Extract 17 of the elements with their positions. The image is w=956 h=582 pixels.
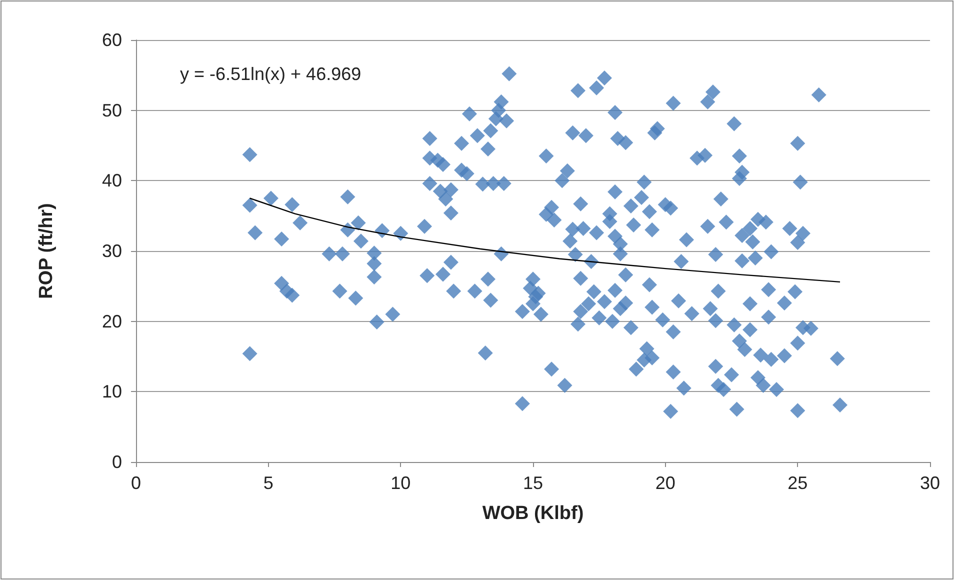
y-axis-title: ROP (ft/hr) (36, 203, 57, 299)
x-tick-label: 10 (390, 473, 411, 493)
x-tick-label: 30 (920, 473, 940, 493)
x-axis-title: WOB (Klbf) (482, 503, 584, 524)
y-tick-label: 40 (102, 170, 122, 191)
x-tick-label: 25 (788, 473, 808, 493)
x-tick-label: 5 (263, 473, 274, 493)
y-tick-label: 30 (102, 241, 122, 261)
y-tick-label: 50 (102, 100, 122, 120)
x-tick-label: 20 (655, 473, 676, 493)
y-tick-label: 0 (112, 452, 122, 472)
x-tick-label: 0 (130, 473, 142, 493)
y-tick-label: 10 (102, 382, 122, 402)
y-tick-label: 60 (102, 30, 122, 50)
x-tick-label: 15 (522, 473, 544, 493)
annotation: y = -6.51ln(x) + 46.969 (180, 64, 362, 84)
y-tick-label: 20 (102, 311, 122, 332)
